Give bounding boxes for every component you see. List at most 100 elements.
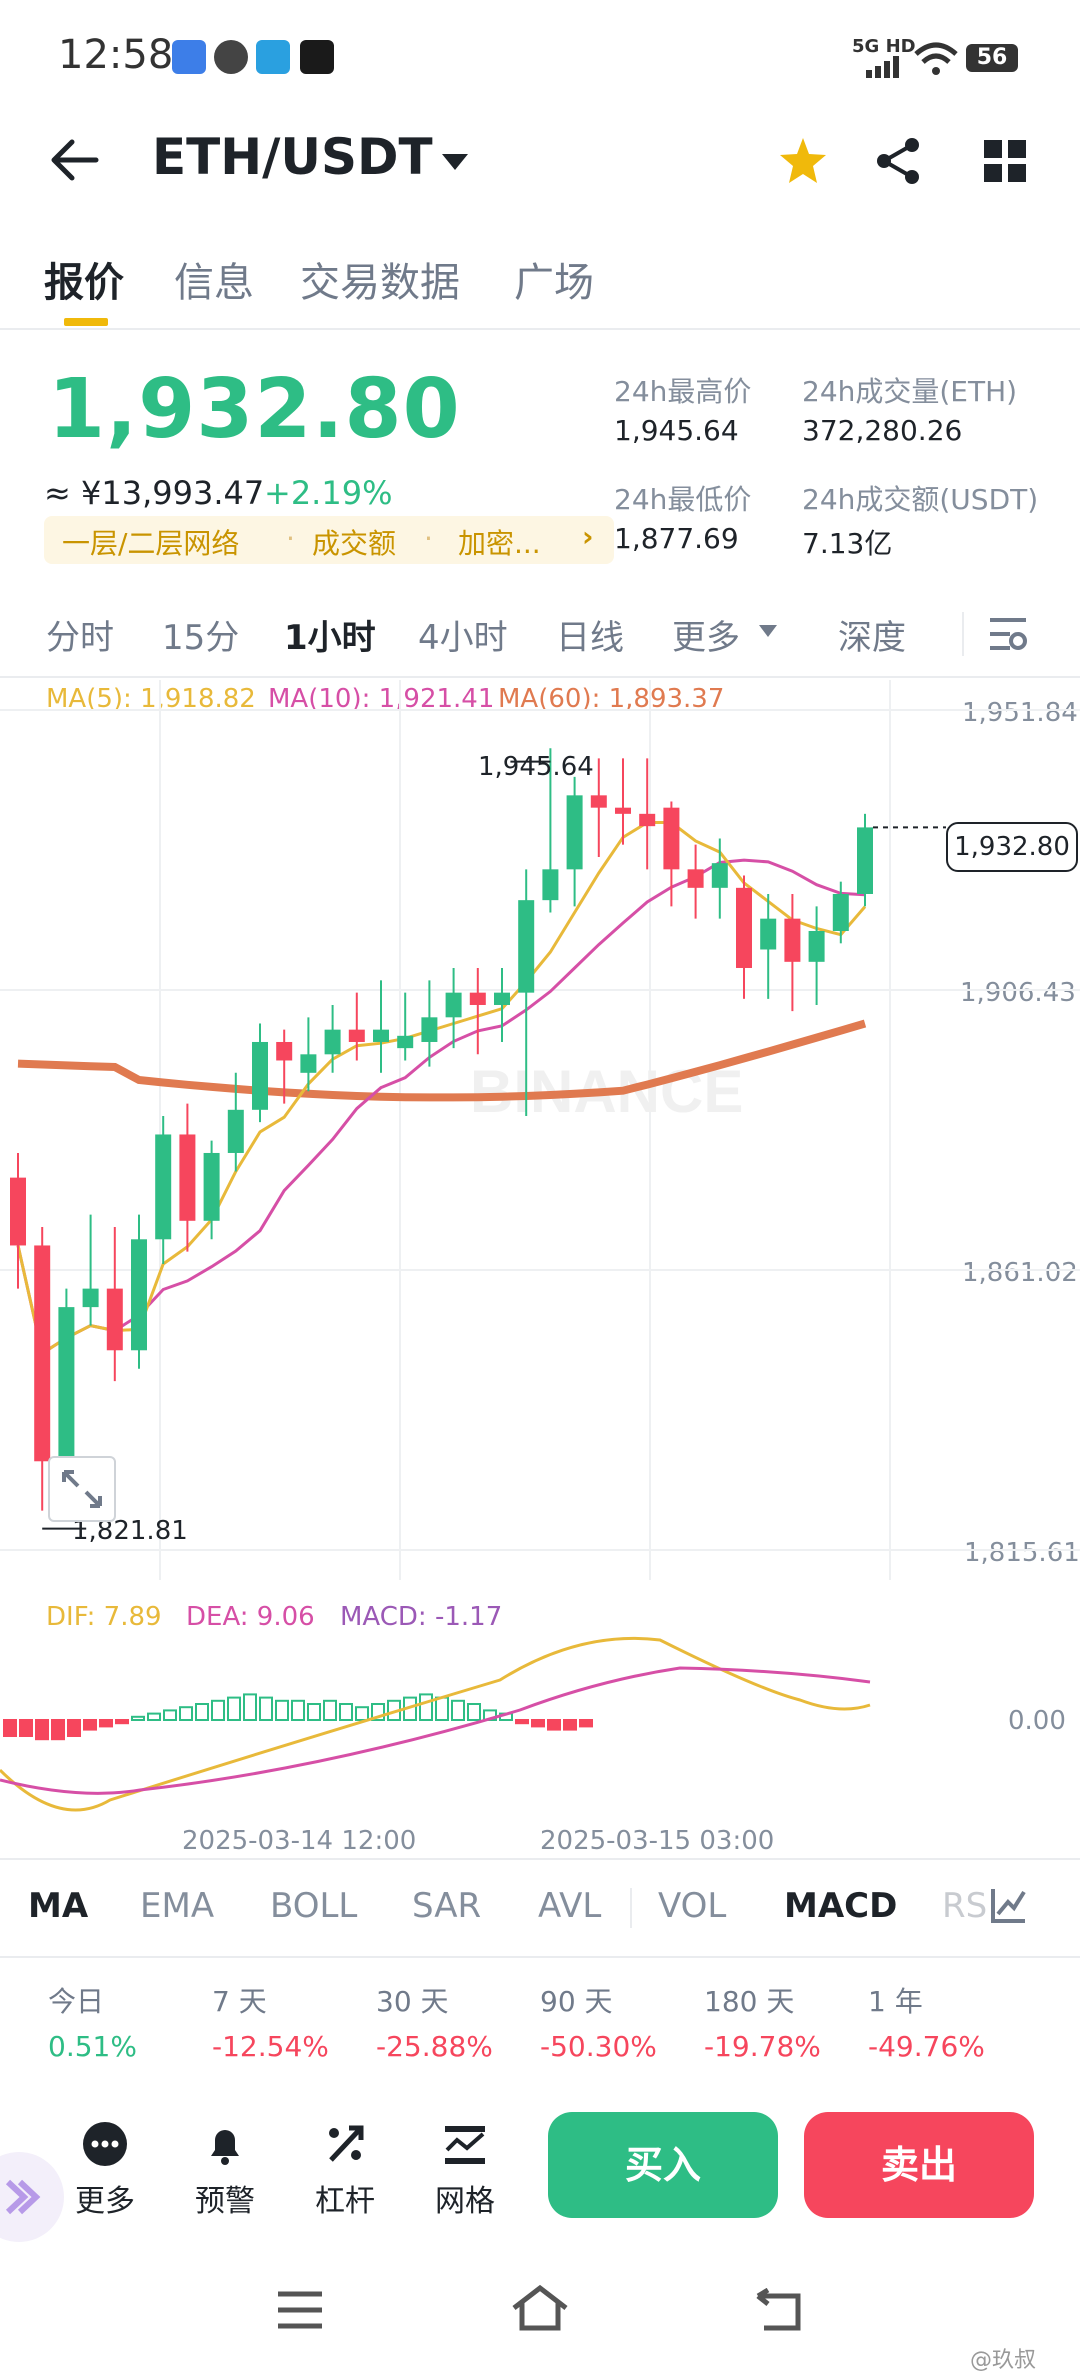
tab-square[interactable]: 广场 xyxy=(514,260,594,306)
alert-button[interactable]: 预警 xyxy=(180,2120,270,2220)
candle-body xyxy=(227,1109,244,1153)
grid-menu-icon[interactable] xyxy=(984,140,1026,182)
candle-body xyxy=(373,1029,389,1042)
candle-body xyxy=(736,887,752,968)
interval-1d[interactable]: 日线 xyxy=(556,618,624,658)
high-value: 1,945.64 xyxy=(614,414,739,447)
back-arrow-icon[interactable] xyxy=(50,138,100,182)
macd-bar xyxy=(275,1699,289,1722)
home-icon[interactable] xyxy=(510,2284,570,2332)
candle-body xyxy=(639,813,656,827)
battery-icon: 56 xyxy=(966,44,1018,72)
macd-bar xyxy=(131,1715,145,1722)
candle-body xyxy=(348,1029,365,1042)
volume-value: 372,280.26 xyxy=(802,414,963,447)
more-button[interactable]: 更多 xyxy=(60,2120,150,2220)
share-icon[interactable] xyxy=(874,136,924,186)
candle-body xyxy=(397,1035,414,1049)
indicator-macd[interactable]: MACD xyxy=(784,1886,898,1926)
low-label: 24h最低价 xyxy=(614,483,752,516)
interval-separator xyxy=(962,612,964,656)
candle-body xyxy=(106,1288,123,1351)
dea-legend: DEA: 9.06 xyxy=(186,1602,315,1632)
perf-label-90d: 90 天 xyxy=(540,1985,613,2018)
link-app-icon xyxy=(214,40,248,74)
caret-down-icon[interactable] xyxy=(758,624,778,638)
menu-icon[interactable] xyxy=(276,2290,324,2330)
indicator-ma[interactable]: MA xyxy=(28,1886,89,1926)
macd-bar xyxy=(435,1696,449,1721)
indicator-vol[interactable]: VOL xyxy=(658,1886,727,1926)
buy-button[interactable]: 买入 xyxy=(548,2112,778,2218)
low-value: 1,877.69 xyxy=(614,522,739,555)
candle-body xyxy=(663,807,680,870)
indicator-sar[interactable]: SAR xyxy=(412,1886,482,1926)
candlestick-chart[interactable]: BINANCE xyxy=(0,680,1080,1580)
perf-value-90d: -50.30% xyxy=(540,2030,657,2063)
dif-legend: DIF: 7.89 xyxy=(46,1602,162,1632)
tab-info[interactable]: 信息 xyxy=(174,260,254,306)
perf-value-today: 0.51% xyxy=(48,2030,137,2063)
interval-more[interactable]: 更多 xyxy=(672,618,740,658)
macd-bar xyxy=(51,1719,65,1741)
interval-time-share[interactable]: 分时 xyxy=(46,618,114,658)
macd-bar xyxy=(227,1696,241,1721)
high-marker-label: 1,945.64 xyxy=(478,752,594,782)
back-nav-icon[interactable] xyxy=(754,2288,804,2332)
chevron-right-icon[interactable]: › xyxy=(582,520,594,553)
system-nav-bar: @玖叔 xyxy=(0,2260,1080,2376)
macd-bar xyxy=(115,1719,129,1725)
interval-15m[interactable]: 15分 xyxy=(162,618,240,658)
tag-volume[interactable]: 成交额 xyxy=(312,527,397,560)
chart-bottom-divider xyxy=(0,1858,1080,1860)
indicator-boll[interactable]: BOLL xyxy=(270,1886,358,1926)
category-tags[interactable]: 一层/二层网络 · 成交额 · 加密... › xyxy=(44,516,614,564)
candle-body xyxy=(58,1307,75,1462)
indicator-settings-icon[interactable] xyxy=(990,1886,1028,1924)
price-cny: ≈ ¥13,993.47 xyxy=(44,474,265,512)
expand-icon xyxy=(62,1470,102,1508)
last-price: 1,932.80 xyxy=(48,362,461,457)
macd-bar xyxy=(163,1709,177,1721)
indicator-ema[interactable]: EMA xyxy=(140,1886,215,1926)
macd-legend: MACD: -1.17 xyxy=(340,1602,503,1632)
tag-crypto[interactable]: 加密... xyxy=(458,527,541,560)
macd-chart[interactable] xyxy=(0,1580,1080,1820)
macd-bar xyxy=(563,1719,577,1731)
volume-label: 24h成交量(ETH) xyxy=(802,375,1018,408)
y-tick-label: 1,861.02 xyxy=(962,1258,1078,1288)
grid-bot-button[interactable]: 网格 xyxy=(420,2120,510,2220)
indicator-avl[interactable]: AVL xyxy=(538,1886,602,1926)
candle-body xyxy=(760,918,777,950)
candle-body xyxy=(784,918,801,962)
status-bar: 12:58 5G HD 56 xyxy=(0,0,1080,110)
bell-icon xyxy=(211,2130,239,2165)
chart-settings-icon[interactable] xyxy=(988,614,1028,654)
sell-button[interactable]: 卖出 xyxy=(804,2112,1034,2218)
fullscreen-button[interactable] xyxy=(48,1456,116,1522)
chevron-down-icon[interactable] xyxy=(440,152,470,172)
macd-bar xyxy=(99,1719,113,1728)
tab-trading-data[interactable]: 交易数据 xyxy=(300,260,460,306)
x-tick-label: 2025-03-15 03:00 xyxy=(540,1826,775,1856)
candle-body xyxy=(300,1054,317,1073)
watermark-credit: @玖叔 xyxy=(970,2348,1037,2373)
interval-depth[interactable]: 深度 xyxy=(838,618,906,658)
macd-bar xyxy=(419,1693,433,1722)
tab-quote[interactable]: 报价 xyxy=(44,260,124,306)
floating-assistant-button[interactable] xyxy=(0,2152,64,2242)
leverage-button[interactable]: 杠杆 xyxy=(300,2120,390,2220)
paw-app-icon xyxy=(172,40,206,74)
amount-label: 24h成交额(USDT) xyxy=(802,483,1039,516)
interval-4h[interactable]: 4小时 xyxy=(418,618,508,658)
candle-body xyxy=(590,795,607,808)
perf-label-180d: 180 天 xyxy=(704,1985,795,2018)
indicator-rsi[interactable]: RS xyxy=(942,1886,988,1926)
pair-selector[interactable]: ETH/USDT xyxy=(152,128,433,186)
perf-value-1y: -49.76% xyxy=(868,2030,985,2063)
interval-1h[interactable]: 1小时 xyxy=(284,618,376,658)
tag-layer[interactable]: 一层/二层网络 xyxy=(62,527,240,560)
star-favorite-icon[interactable] xyxy=(778,136,828,186)
macd-bar xyxy=(547,1719,561,1731)
macd-bar xyxy=(19,1719,33,1737)
